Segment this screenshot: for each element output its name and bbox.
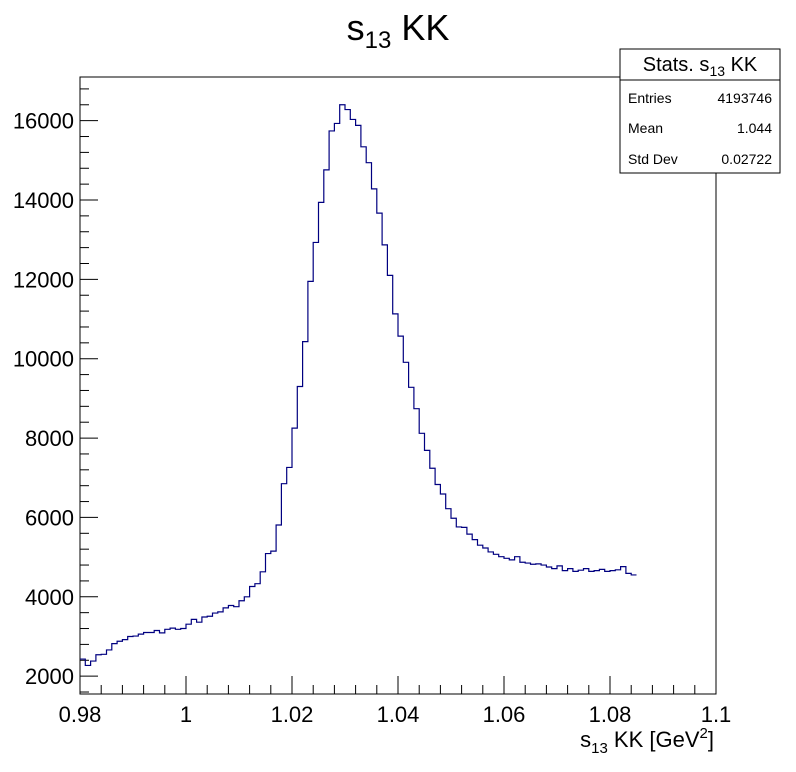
x-axis-title: s13 KK [GeV2] (580, 725, 714, 757)
x-tick-label: 1 (180, 702, 192, 727)
x-tick-label: 1.02 (271, 702, 314, 727)
y-tick-label: 14000 (13, 188, 74, 213)
chart-title: s13 KK (347, 7, 450, 54)
x-tick-labels: 0.98 1 1.02 1.04 1.06 1.08 1.1 (59, 702, 732, 727)
y-tick-label: 12000 (13, 267, 74, 292)
y-tick-label: 10000 (13, 347, 74, 372)
x-tick-label: 1.1 (701, 702, 732, 727)
stats-label-mean: Mean (628, 120, 663, 136)
y-tick-label: 6000 (25, 505, 74, 530)
x-tick-label: 1.06 (483, 702, 526, 727)
stats-title: Stats. s13 KK (643, 54, 758, 79)
y-tick-label: 4000 (25, 585, 74, 610)
axis-ticks (79, 88, 717, 694)
y-tick-labels: 2000 4000 6000 8000 10000 12000 14000 16000 (13, 109, 74, 689)
histogram-line (80, 104, 637, 667)
stats-value-mean: 1.044 (737, 120, 772, 136)
x-tick-label: 1.08 (589, 702, 632, 727)
stats-label-stddev: Std Dev (628, 151, 678, 167)
stats-value-stddev: 0.02722 (721, 151, 772, 167)
stats-box: Stats. s13 KK Entries 4193746 Mean 1.044… (619, 48, 781, 174)
y-tick-label: 16000 (13, 109, 74, 134)
y-tick-label: 8000 (25, 426, 74, 451)
stats-label-entries: Entries (628, 90, 672, 106)
x-tick-label: 0.98 (59, 702, 102, 727)
y-tick-label: 2000 (25, 664, 74, 689)
stats-value-entries: 4193746 (717, 90, 772, 106)
x-tick-label: 1.04 (377, 702, 420, 727)
stats-box-frame (619, 48, 781, 174)
